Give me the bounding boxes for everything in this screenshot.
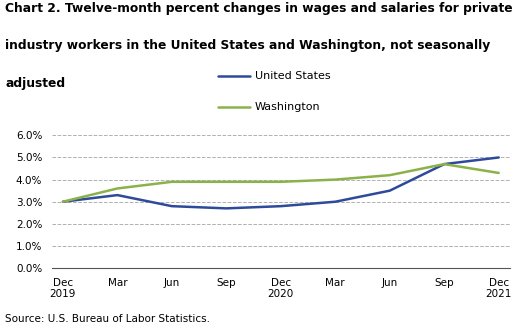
Text: adjusted: adjusted — [5, 77, 66, 90]
United States — [223, 206, 229, 210]
Washington — [114, 186, 121, 190]
United States — [114, 193, 121, 197]
United States — [496, 156, 502, 160]
Line: Washington: Washington — [63, 164, 499, 202]
United States — [278, 204, 284, 208]
Washington — [496, 171, 502, 175]
Washington — [168, 180, 175, 184]
Washington — [332, 178, 339, 181]
United States — [60, 200, 66, 204]
Text: Source: U.S. Bureau of Labor Statistics.: Source: U.S. Bureau of Labor Statistics. — [5, 314, 210, 324]
Washington — [278, 180, 284, 184]
United States — [387, 189, 393, 193]
Text: industry workers in the United States and Washington, not seasonally: industry workers in the United States an… — [5, 39, 490, 52]
Text: Chart 2. Twelve-month percent changes in wages and salaries for private: Chart 2. Twelve-month percent changes in… — [5, 2, 513, 15]
Text: Washington: Washington — [255, 102, 320, 112]
United States — [441, 162, 447, 166]
Text: United States: United States — [255, 71, 330, 81]
Washington — [387, 173, 393, 177]
United States — [332, 200, 339, 204]
Washington — [60, 200, 66, 204]
Washington — [441, 162, 447, 166]
United States — [168, 204, 175, 208]
Line: United States: United States — [63, 158, 499, 208]
Washington — [223, 180, 229, 184]
